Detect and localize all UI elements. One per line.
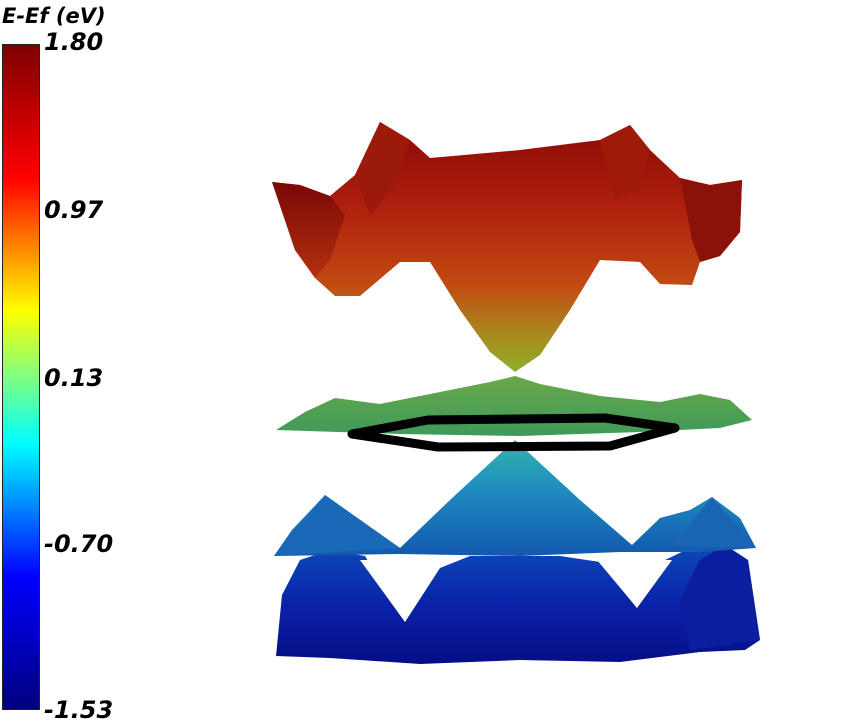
colorbar-gradient (2, 44, 40, 710)
brillouin-zone-hexagon (347, 413, 680, 452)
colorbar-tick-label: -0.70 (44, 530, 114, 558)
conduction-surface (272, 122, 742, 372)
valence-upper-surface (274, 440, 756, 556)
colorbar-tick-label: 0.97 (44, 196, 104, 224)
colorbar-tick-label: 1.80 (44, 28, 104, 56)
fermi-surface (276, 376, 752, 436)
colorbar-tick-label: -1.53 (44, 696, 114, 724)
colorbar-title: E-Ef (eV) (2, 4, 106, 28)
colorbar-tick-label: 0.13 (44, 364, 104, 392)
valence-lower-surface (276, 545, 760, 664)
